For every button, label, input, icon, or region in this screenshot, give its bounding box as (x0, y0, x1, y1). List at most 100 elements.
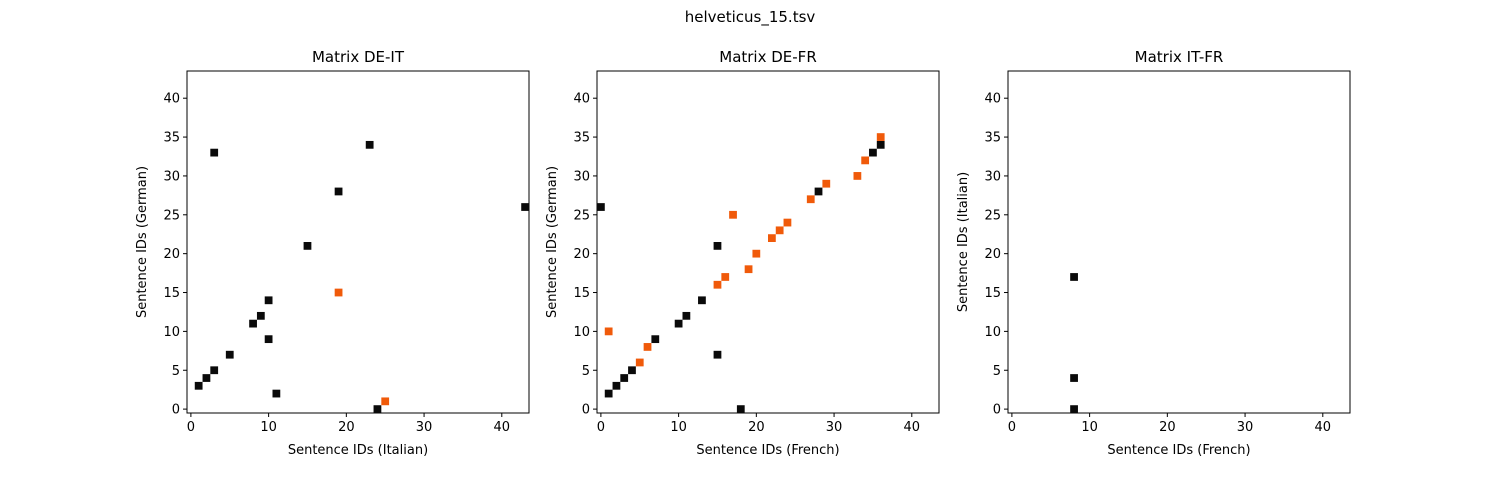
cell-1 (381, 397, 390, 406)
y-tick-label: 15 (163, 286, 180, 301)
y-axis-label: Sentence IDs (Italian) (956, 172, 971, 312)
panel-it-fr: Matrix IT-FR 0 10 20 30 40 0 5 10 15 20 25 30 35 40 S… (956, 48, 1351, 458)
y-tick-label: 40 (573, 92, 590, 107)
cell-23 (806, 195, 815, 204)
cell-1 (604, 389, 613, 398)
cell-2 (1070, 273, 1078, 281)
cell-4 (628, 366, 636, 375)
cell-26 (853, 172, 862, 180)
x-tick-label: 20 (1159, 420, 1176, 435)
y-tick-label: 0 (993, 403, 1001, 418)
y-tick-label: 40 (163, 92, 180, 107)
cell-10 (674, 319, 683, 328)
y-tick-label: 30 (573, 169, 590, 184)
cell-16 (752, 249, 761, 258)
y-tick-label: 10 (984, 325, 1001, 340)
y-tick-label: 0 (582, 403, 590, 418)
cells-layer (1070, 273, 1078, 413)
panel-title: Matrix IT-FR (1135, 48, 1224, 66)
cell-10 (264, 296, 273, 305)
y-tick-label: 25 (573, 208, 590, 223)
cell-3 (620, 374, 629, 382)
x-tick-label: 40 (1315, 420, 1332, 435)
x-tick-label: 10 (260, 420, 277, 435)
cell-30 (876, 133, 885, 141)
cell-13 (521, 203, 529, 211)
cell-11 (682, 311, 691, 320)
panel-title: Matrix DE-IT (312, 48, 405, 66)
cell-4 (202, 374, 211, 382)
cell-6 (713, 350, 722, 359)
panel-title: Matrix DE-FR (719, 48, 817, 66)
y-tick-label: 35 (163, 131, 180, 146)
cell-21 (729, 210, 737, 219)
cell-11 (334, 288, 343, 297)
ticks-layer: 0 10 20 30 40 0 5 10 15 20 25 30 35 40 (984, 92, 1331, 435)
cell-29 (876, 140, 885, 149)
y-tick-label: 30 (163, 169, 180, 184)
cell-14 (334, 187, 343, 196)
y-tick-label: 15 (984, 286, 1001, 301)
cell-5 (210, 366, 219, 375)
x-tick-label: 0 (597, 420, 605, 435)
cell-7 (643, 343, 652, 351)
cell-0 (373, 405, 382, 413)
cell-20 (783, 218, 792, 227)
cell-13 (713, 280, 722, 289)
cell-18 (768, 234, 776, 242)
x-tick-label: 40 (494, 420, 511, 435)
cell-17 (713, 242, 722, 250)
cell-6 (225, 350, 234, 359)
cell-19 (775, 226, 784, 235)
cells-layer (194, 140, 529, 413)
plot-area (186, 70, 530, 414)
y-tick-label: 20 (163, 247, 180, 262)
cell-0 (736, 405, 745, 413)
y-tick-label: 20 (984, 247, 1001, 262)
panel-de-fr: Matrix DE-FR 0 10 20 30 40 0 5 10 15 20 25 30 35 40 S… (545, 48, 940, 458)
x-tick-label: 0 (187, 420, 195, 435)
cell-8 (249, 319, 257, 328)
x-axis-label: Sentence IDs (French) (696, 443, 839, 458)
cell-12 (303, 242, 312, 250)
cell-12 (698, 296, 706, 305)
cell-8 (651, 335, 660, 344)
figure-title: helveticus_15.tsv (685, 8, 816, 27)
y-tick-label: 15 (573, 286, 590, 301)
cell-3 (194, 381, 203, 390)
x-axis-label: Sentence IDs (Italian) (288, 443, 428, 458)
x-tick-label: 30 (826, 420, 843, 435)
cells-layer (597, 133, 885, 413)
x-axis-label: Sentence IDs (French) (1107, 443, 1250, 458)
cell-2 (612, 381, 621, 390)
x-tick-label: 40 (904, 420, 921, 435)
ticks-layer: 0 10 20 30 40 0 5 10 15 20 25 30 35 40 (163, 92, 510, 435)
cell-28 (869, 148, 877, 157)
y-tick-label: 5 (582, 364, 590, 379)
x-tick-label: 30 (1237, 420, 1254, 435)
x-tick-label: 10 (1081, 420, 1098, 435)
ticks-layer: 0 10 20 30 40 0 5 10 15 20 25 30 35 40 (573, 92, 920, 435)
y-tick-label: 25 (984, 208, 1001, 223)
y-tick-label: 35 (984, 131, 1001, 146)
y-tick-label: 10 (573, 325, 590, 340)
cell-5 (635, 358, 644, 367)
cell-14 (721, 273, 730, 281)
x-tick-label: 0 (1008, 420, 1016, 435)
y-axis-label: Sentence IDs (German) (135, 166, 150, 318)
x-tick-label: 20 (748, 420, 765, 435)
cell-7 (264, 335, 273, 344)
y-axis-label: Sentence IDs (German) (545, 166, 560, 318)
cell-9 (256, 311, 265, 320)
x-tick-label: 10 (670, 420, 687, 435)
cell-9 (604, 327, 613, 336)
y-tick-label: 10 (163, 325, 180, 340)
y-tick-label: 20 (573, 247, 590, 262)
cell-15 (210, 148, 219, 157)
cell-1 (1070, 374, 1078, 382)
cell-15 (744, 265, 753, 274)
x-tick-label: 20 (338, 420, 355, 435)
cell-16 (365, 140, 374, 149)
y-tick-label: 5 (172, 364, 180, 379)
